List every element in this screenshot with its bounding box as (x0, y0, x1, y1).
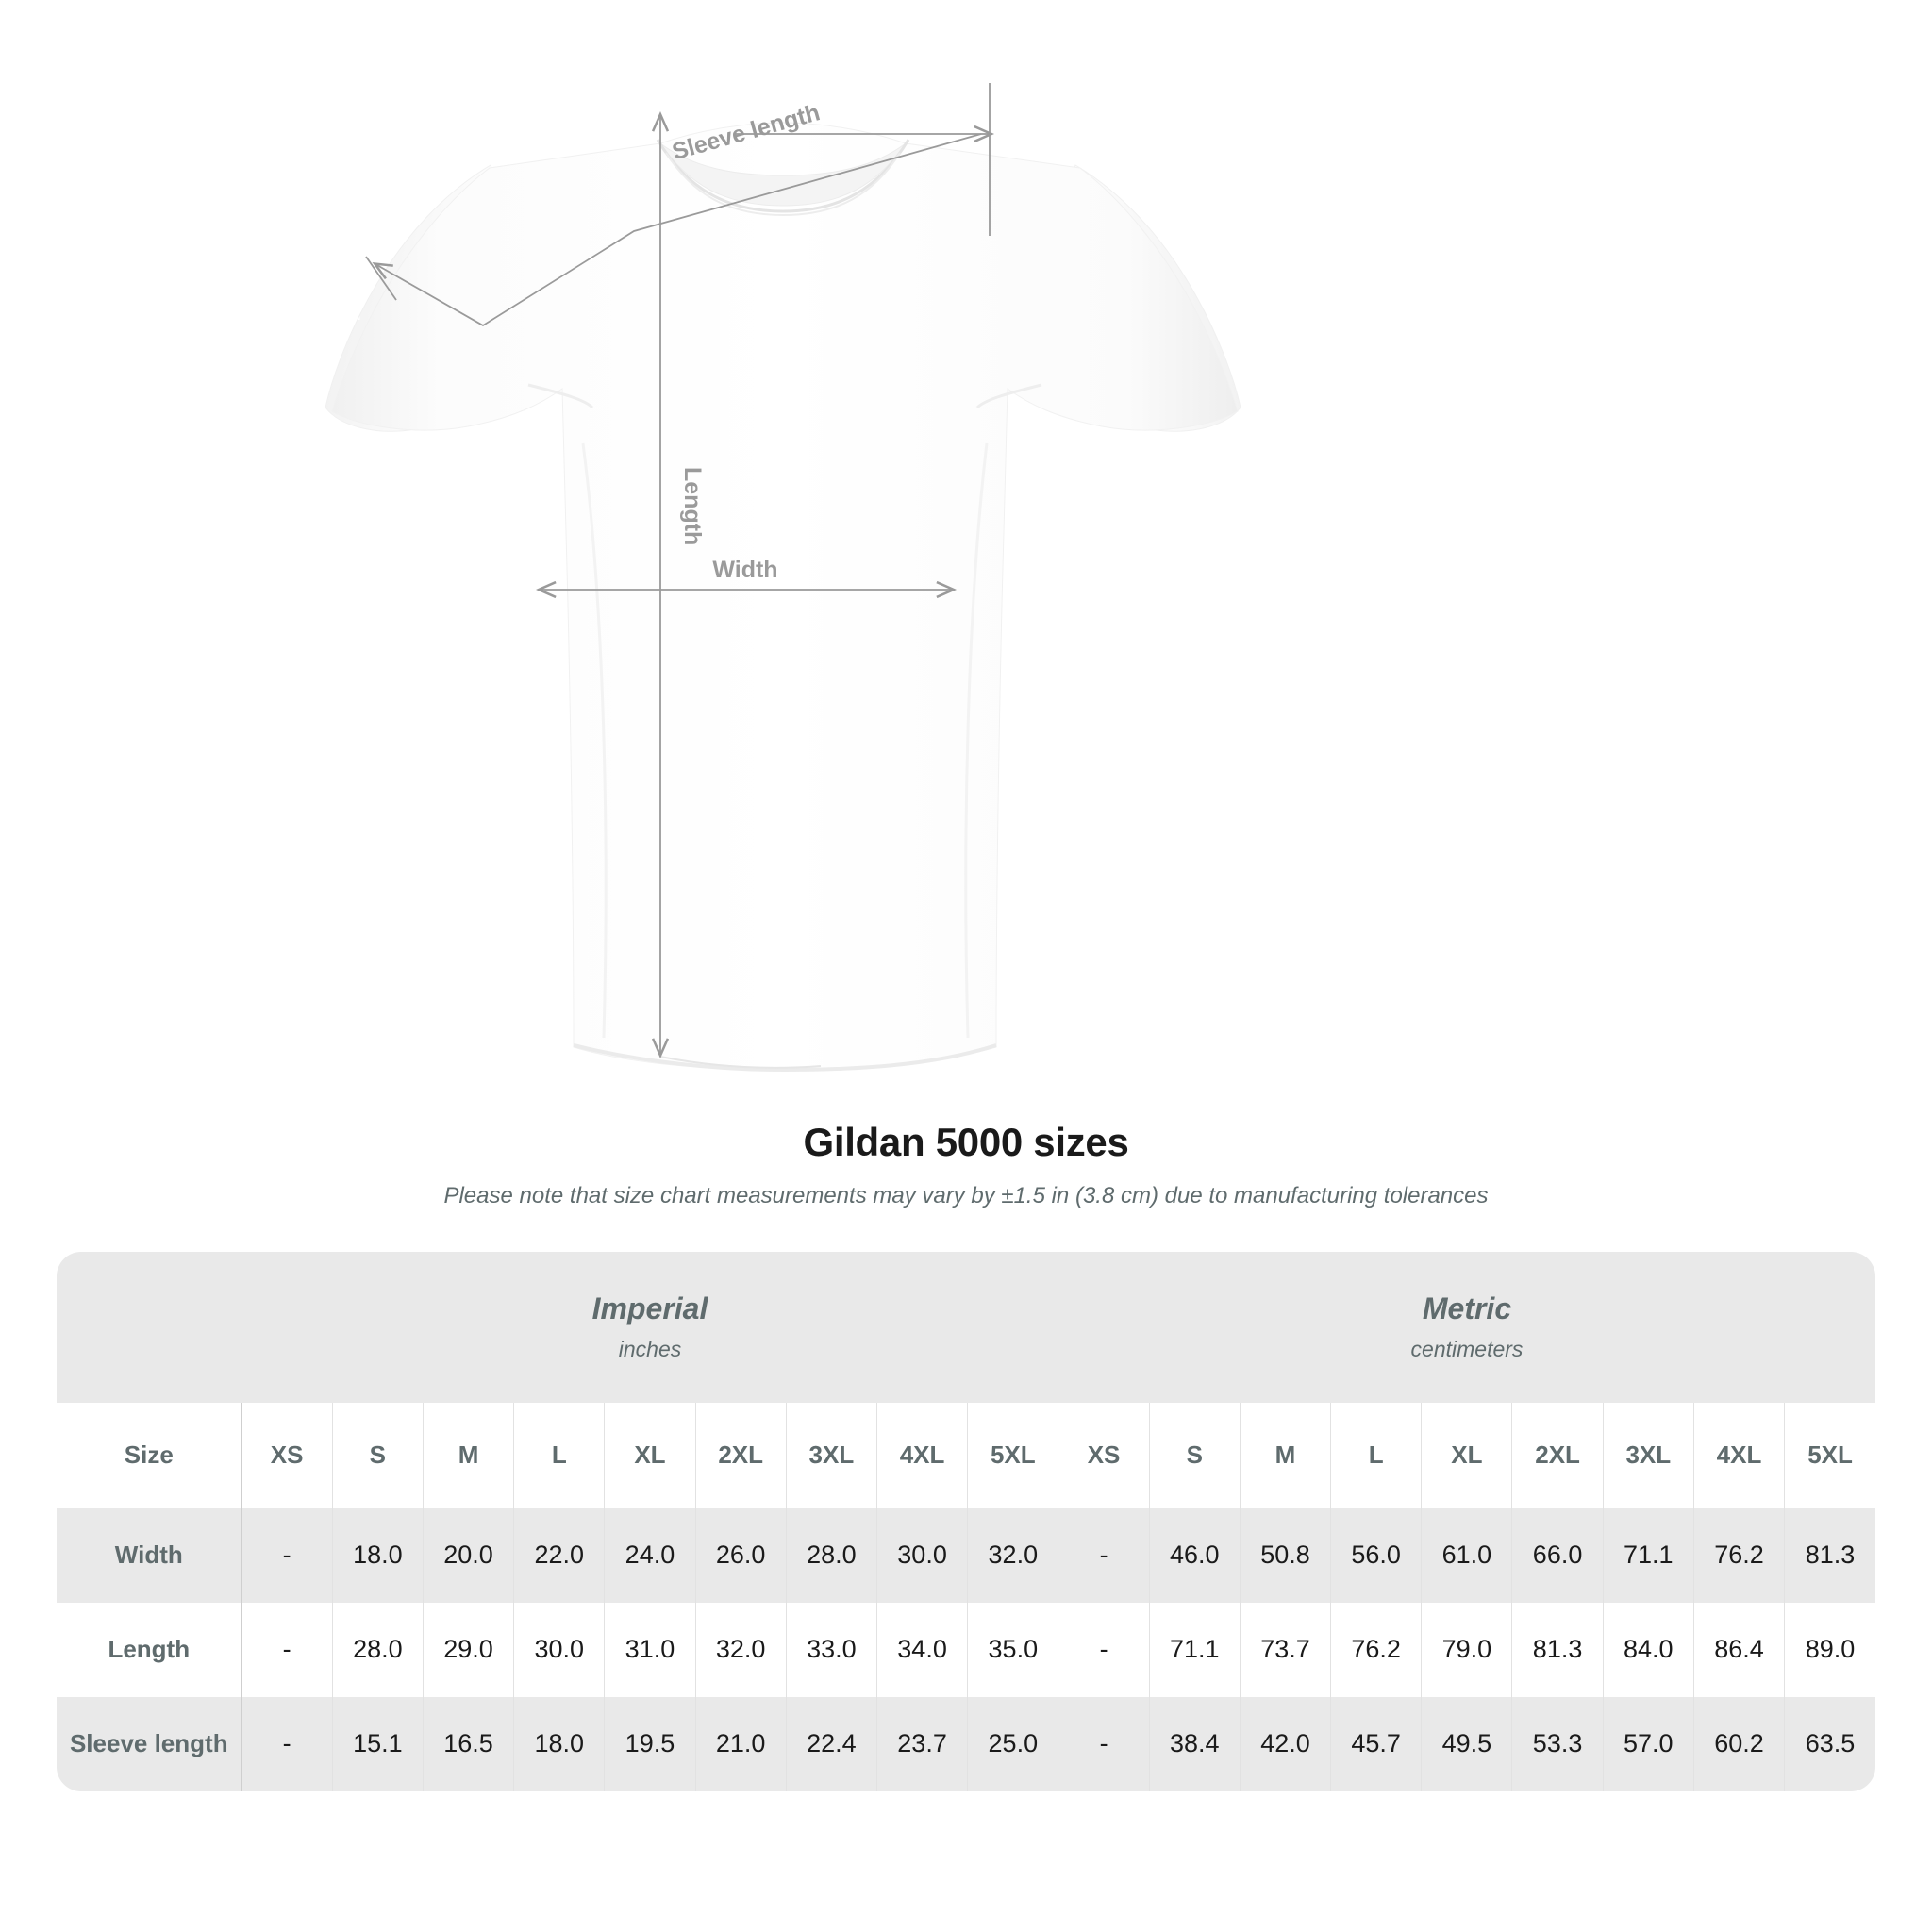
cell-length-imp-xs: - (241, 1602, 333, 1697)
cell-sleeve-met-l: 45.7 (1330, 1696, 1422, 1791)
size-chart-table: Imperial inches Metric centimeters Size … (57, 1251, 1875, 1791)
cell-length-met-xs: - (1058, 1602, 1150, 1697)
unit-header-imperial: Imperial inches (242, 1251, 1058, 1403)
unit-header-metric: Metric centimeters (1058, 1251, 1875, 1403)
cell-length-imp-s: 28.0 (331, 1602, 424, 1697)
tshirt-illustration (325, 122, 1241, 1073)
length-label: Length (679, 467, 706, 545)
cell-width-imp-3xl: 28.0 (785, 1507, 877, 1603)
cell-sleeve-met-3xl: 57.0 (1602, 1696, 1694, 1791)
cell-length-met-5xl: 89.0 (1784, 1602, 1875, 1697)
cell-width-met-xs: - (1058, 1507, 1150, 1603)
title-block: Gildan 5000 sizes Please note that size … (0, 1123, 1932, 1210)
size-header-imp-xs: XS (241, 1402, 333, 1508)
unit-name-imperial: Imperial (591, 1291, 708, 1325)
cell-width-imp-xl: 24.0 (604, 1507, 696, 1603)
row-label-sleeve-length: Sleeve length (57, 1696, 242, 1791)
cell-length-imp-xl: 31.0 (604, 1602, 696, 1697)
table-row: Width - 18.0 20.0 22.0 24.0 26.0 28.0 30… (57, 1507, 1875, 1603)
cell-width-met-xl: 61.0 (1421, 1507, 1512, 1603)
cell-length-imp-m: 29.0 (422, 1602, 514, 1697)
tshirt-measurement-diagram: Sleeve length Length Width (325, 83, 1241, 1073)
cell-width-met-4xl: 76.2 (1692, 1507, 1785, 1603)
cell-length-imp-2xl: 32.0 (694, 1602, 787, 1697)
cell-width-met-m: 50.8 (1239, 1507, 1331, 1603)
size-header-imp-4xl: 4XL (875, 1402, 968, 1508)
cell-width-met-5xl: 81.3 (1784, 1507, 1875, 1603)
cell-sleeve-met-m: 42.0 (1239, 1696, 1331, 1791)
table-row: Length - 28.0 29.0 30.0 31.0 32.0 33.0 3… (57, 1602, 1875, 1697)
tolerance-note: Please note that size chart measurements… (443, 1183, 1489, 1208)
cell-length-met-2xl: 81.3 (1511, 1602, 1604, 1697)
size-header-met-s: S (1148, 1402, 1241, 1508)
size-header-met-4xl: 4XL (1692, 1402, 1785, 1508)
size-header-imp-5xl: 5XL (967, 1402, 1058, 1508)
cell-sleeve-met-4xl: 60.2 (1692, 1696, 1785, 1791)
cell-length-met-xl: 79.0 (1421, 1602, 1512, 1697)
cell-width-imp-2xl: 26.0 (694, 1507, 787, 1603)
cell-width-met-s: 46.0 (1148, 1507, 1241, 1603)
size-header-imp-3xl: 3XL (785, 1402, 877, 1508)
cell-length-imp-3xl: 33.0 (785, 1602, 877, 1697)
cell-sleeve-imp-l: 18.0 (513, 1696, 605, 1791)
cell-sleeve-met-2xl: 53.3 (1511, 1696, 1604, 1791)
cell-sleeve-imp-xl: 19.5 (604, 1696, 696, 1791)
cell-length-imp-l: 30.0 (513, 1602, 605, 1697)
cell-width-imp-5xl: 32.0 (967, 1507, 1058, 1603)
cell-sleeve-imp-m: 16.5 (422, 1696, 514, 1791)
size-header-imp-xl: XL (604, 1402, 696, 1508)
cell-sleeve-met-xl: 49.5 (1421, 1696, 1512, 1791)
cell-length-met-3xl: 84.0 (1602, 1602, 1694, 1697)
cell-length-imp-4xl: 34.0 (875, 1602, 968, 1697)
cell-length-met-s: 71.1 (1148, 1602, 1241, 1697)
size-header-met-l: L (1330, 1402, 1422, 1508)
unit-header-row: Imperial inches Metric centimeters (57, 1251, 1875, 1403)
cell-width-imp-4xl: 30.0 (875, 1507, 968, 1603)
cell-width-imp-l: 22.0 (513, 1507, 605, 1603)
cell-sleeve-imp-s: 15.1 (331, 1696, 424, 1791)
cell-sleeve-imp-5xl: 25.0 (967, 1696, 1058, 1791)
unit-sub-imperial: inches (618, 1336, 682, 1361)
size-header-imp-s: S (331, 1402, 424, 1508)
cell-sleeve-met-5xl: 63.5 (1784, 1696, 1875, 1791)
cell-length-imp-5xl: 35.0 (967, 1602, 1058, 1697)
cell-sleeve-imp-3xl: 22.4 (785, 1696, 877, 1791)
cell-width-imp-s: 18.0 (331, 1507, 424, 1603)
size-header-row: Size XS S M L XL 2XL 3XL 4XL 5XL XS S M … (57, 1402, 1875, 1508)
size-header-met-3xl: 3XL (1602, 1402, 1694, 1508)
unit-header-spacer (57, 1251, 242, 1403)
cell-sleeve-met-xs: - (1058, 1696, 1150, 1791)
size-header-met-xl: XL (1421, 1402, 1512, 1508)
cell-sleeve-imp-xs: - (241, 1696, 333, 1791)
size-column-label: Size (57, 1402, 242, 1508)
cell-sleeve-imp-4xl: 23.7 (875, 1696, 968, 1791)
size-header-met-m: M (1239, 1402, 1331, 1508)
measurement-annotations (365, 83, 995, 1059)
page-title: Gildan 5000 sizes (803, 1120, 1129, 1164)
cell-length-met-m: 73.7 (1239, 1602, 1331, 1697)
cell-width-imp-m: 20.0 (422, 1507, 514, 1603)
cell-width-met-l: 56.0 (1330, 1507, 1422, 1603)
size-header-imp-2xl: 2XL (694, 1402, 787, 1508)
width-label: Width (712, 557, 777, 583)
table-row: Sleeve length - 15.1 16.5 18.0 19.5 21.0… (57, 1696, 1875, 1791)
size-header-met-xs: XS (1058, 1402, 1150, 1508)
row-label-width: Width (57, 1507, 242, 1603)
cell-width-imp-xs: - (241, 1507, 333, 1603)
cell-width-met-2xl: 66.0 (1511, 1507, 1604, 1603)
size-header-met-5xl: 5XL (1784, 1402, 1875, 1508)
size-header-met-2xl: 2XL (1511, 1402, 1604, 1508)
size-header-imp-m: M (422, 1402, 514, 1508)
cell-length-met-4xl: 86.4 (1692, 1602, 1785, 1697)
size-chart-table-wrapper: Imperial inches Metric centimeters Size … (57, 1251, 1875, 1791)
cell-sleeve-met-s: 38.4 (1148, 1696, 1241, 1791)
size-header-imp-l: L (513, 1402, 605, 1508)
unit-sub-metric: centimeters (1410, 1336, 1524, 1361)
cell-width-met-3xl: 71.1 (1602, 1507, 1694, 1603)
cell-length-met-l: 76.2 (1330, 1602, 1422, 1697)
row-label-length: Length (57, 1602, 242, 1697)
cell-sleeve-imp-2xl: 21.0 (694, 1696, 787, 1791)
unit-name-metric: Metric (1422, 1291, 1512, 1325)
